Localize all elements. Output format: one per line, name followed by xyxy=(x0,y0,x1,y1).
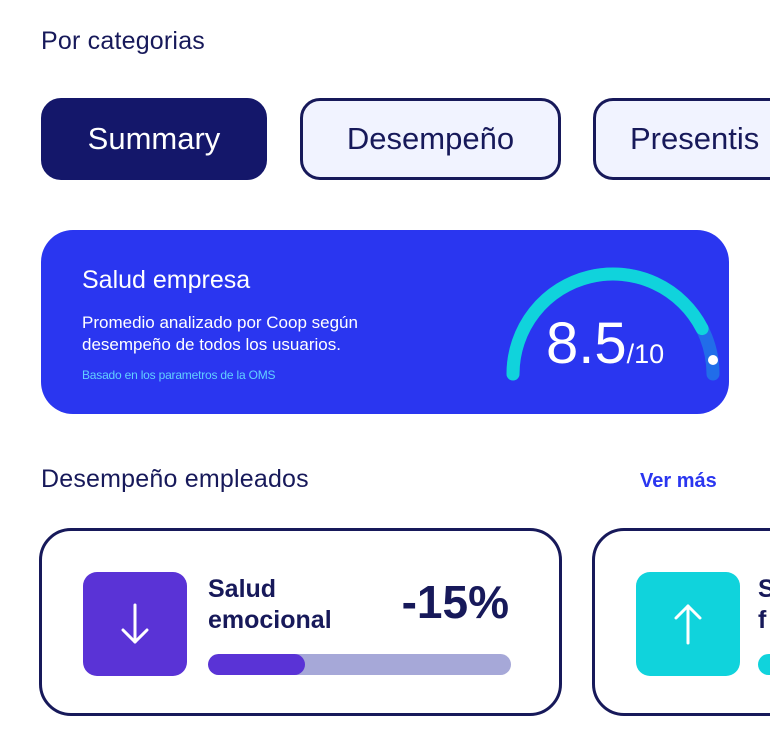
arrow-down-icon xyxy=(121,603,149,644)
employees-title: Desempeño empleados xyxy=(41,465,309,493)
tab-desempeno[interactable]: Desempeño xyxy=(300,98,561,180)
health-score-value: 8.5 xyxy=(546,311,627,376)
metric-label: S f xyxy=(758,574,770,636)
category-tabs: Summary Desempeño Presentis xyxy=(41,98,770,180)
categories-title: Por categorias xyxy=(41,27,205,55)
health-score-max: /10 xyxy=(626,339,665,369)
metric-label-line1: S xyxy=(758,575,770,603)
metric-progress-fill xyxy=(208,654,305,675)
metric-card-emotional-health[interactable]: Salud emocional -15% xyxy=(39,528,562,716)
health-score-gauge xyxy=(499,252,729,402)
see-more-link[interactable]: Ver más xyxy=(640,470,717,492)
health-card-note: Basado en los parametros de la OMS xyxy=(82,368,276,382)
gauge-fill xyxy=(506,267,709,381)
metric-label-line2: f xyxy=(758,606,767,634)
health-card-description: Promedio analizado por Coop según desemp… xyxy=(82,313,358,354)
metric-label: Salud emocional xyxy=(208,574,368,636)
metric-card-second[interactable]: S f xyxy=(592,528,770,716)
arrow-up-icon xyxy=(674,604,702,645)
metric-progress-bar xyxy=(758,654,770,675)
tab-summary[interactable]: Summary xyxy=(41,98,267,180)
health-score: 8.5/10 xyxy=(546,312,664,376)
tab-presentismo[interactable]: Presentis xyxy=(593,98,770,180)
company-health-card[interactable]: Salud empresa Promedio analizado por Coo… xyxy=(41,230,729,414)
metric-progress-bar xyxy=(208,654,511,675)
trend-down-tile xyxy=(83,572,187,676)
metric-label-line2: emocional xyxy=(208,606,332,634)
gauge-end-marker xyxy=(708,355,718,365)
health-card-title: Salud empresa xyxy=(82,266,251,294)
trend-up-tile xyxy=(636,572,740,676)
metric-value: -15% xyxy=(401,576,509,628)
metric-label-line1: Salud xyxy=(208,575,277,603)
